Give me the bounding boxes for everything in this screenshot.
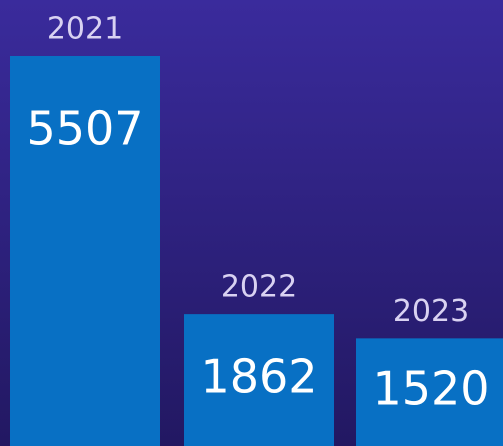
year-label: 2022 — [221, 270, 297, 305]
bar — [184, 314, 334, 446]
value-label: 1520 — [372, 362, 489, 416]
bar — [356, 338, 503, 446]
value-label: 1862 — [200, 350, 317, 404]
value-label: 5507 — [26, 102, 143, 156]
year-label: 2021 — [47, 12, 123, 47]
bar — [10, 56, 160, 446]
year-label: 2023 — [393, 294, 469, 329]
